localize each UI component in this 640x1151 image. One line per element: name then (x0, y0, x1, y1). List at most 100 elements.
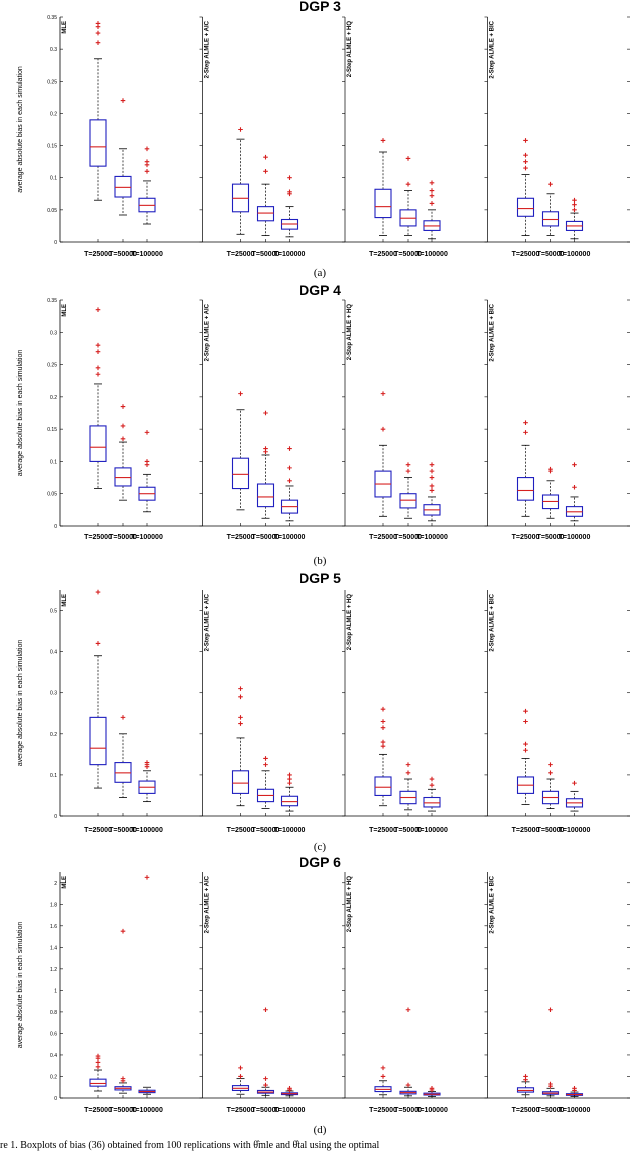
outlier-marker (120, 928, 126, 934)
box-iqr (89, 1078, 107, 1087)
x-tick-label: T=50000 (252, 534, 280, 541)
box-iqr (114, 467, 132, 487)
outlier-marker (380, 719, 386, 724)
x-tick-label: T=25000 (227, 1107, 255, 1114)
x-tick-label: T=100000 (559, 251, 591, 258)
x-tick-label: T=100000 (274, 534, 306, 541)
x-tick-label: T=100000 (274, 251, 306, 258)
panel-label: 2-Step ALMLE + BIC (490, 593, 496, 651)
outlier-marker (238, 1074, 243, 1079)
outlier-marker (523, 420, 528, 425)
outlier-marker (523, 741, 528, 747)
outlier-marker (405, 1007, 411, 1013)
outlier-marker (523, 159, 528, 164)
y-tick-label: 0 (54, 1096, 57, 1102)
outlier-marker (572, 1086, 577, 1091)
outlier-marker (95, 1060, 101, 1065)
outlier-marker (548, 466, 553, 472)
outlier-marker (380, 743, 386, 749)
x-tick-label: T=50000 (537, 534, 565, 541)
y-tick-label: 0.1 (50, 176, 57, 182)
outlier-marker (405, 762, 411, 767)
box-iqr (256, 483, 275, 508)
panel-label: MLE (62, 876, 68, 889)
outlier-marker (429, 468, 435, 474)
x-tick-label: T=100000 (559, 1107, 591, 1114)
x-tick-label: T=25000 (84, 827, 112, 834)
outlier-marker (548, 181, 553, 187)
outlier-marker (380, 739, 386, 745)
outlier-marker (95, 589, 101, 595)
x-tick-label: T=100000 (559, 534, 591, 541)
x-tick-label: T=25000 (369, 827, 397, 834)
outlier-marker (429, 776, 435, 782)
outlier-marker (380, 1074, 386, 1079)
chart-title: DGP 6 (299, 854, 341, 870)
outlier-marker (120, 436, 126, 442)
outlier-marker (429, 462, 435, 467)
outlier-marker (523, 165, 528, 171)
x-tick-label: T=25000 (512, 827, 540, 834)
x-tick-label: T=50000 (252, 251, 280, 258)
y-axis-label: average absolute bias in each simulation (17, 66, 24, 193)
x-tick-label: T=50000 (109, 534, 137, 541)
outlier-marker (523, 747, 528, 753)
outlier-marker (405, 770, 411, 776)
x-tick-label: T=25000 (227, 827, 255, 834)
y-tick-label: 0.3 (50, 691, 57, 697)
y-tick-label: 0 (54, 524, 57, 530)
y-tick-label: 0.3 (50, 47, 57, 53)
outlier-marker (429, 1086, 435, 1091)
panel-label: 2-Step ALMLE + AIC (205, 593, 211, 651)
outlier-marker (429, 180, 435, 186)
x-tick-label: T=100000 (274, 827, 306, 834)
outlier-marker (287, 1086, 292, 1091)
box-iqr (231, 770, 250, 794)
x-tick-label: T=25000 (84, 534, 112, 541)
outlier-marker (572, 462, 577, 467)
y-axis-label: average absolute bias in each simulation (17, 640, 24, 767)
outlier-marker (263, 154, 268, 160)
x-tick-label: T=100000 (416, 251, 448, 258)
y-tick-label: 0.1 (50, 773, 57, 779)
outlier-marker (95, 371, 101, 377)
outlier-marker (405, 156, 411, 161)
box-iqr (541, 211, 560, 227)
box-iqr (516, 477, 535, 501)
box-iqr (231, 457, 250, 490)
outlier-marker (120, 98, 126, 103)
outlier-marker (548, 770, 553, 776)
y-axis-label: average absolute bias in each simulation (17, 350, 24, 477)
y-tick-label: 0.1 (50, 459, 57, 465)
x-tick-label: T=100000 (416, 827, 448, 834)
x-tick-label: T=50000 (109, 1107, 137, 1114)
outlier-marker (238, 694, 243, 700)
outlier-marker (144, 430, 150, 435)
x-tick-label: T=100000 (559, 827, 591, 834)
panel-label: 2-Step ALMLE + BIC (490, 303, 496, 361)
y-tick-label: 1.8 (50, 902, 57, 908)
x-tick-label: T=25000 (227, 534, 255, 541)
outlier-marker (405, 468, 411, 474)
y-tick-label: 1.2 (50, 967, 57, 973)
box-iqr (516, 197, 535, 217)
outlier-marker (572, 202, 577, 208)
x-tick-label: T=100000 (131, 1107, 163, 1114)
y-tick-label: 0.05 (47, 492, 57, 498)
panel-label: 2-Step ALMLE + HQ (347, 876, 353, 933)
panel-label: 2-Step ALMLE + AIC (205, 303, 211, 361)
outlier-marker (380, 725, 386, 730)
outlier-marker (144, 875, 150, 880)
outlier-marker (429, 201, 435, 206)
y-tick-label: 1.4 (50, 945, 57, 951)
outlier-marker (287, 175, 292, 181)
outlier-marker (380, 706, 386, 712)
x-tick-label: T=50000 (537, 827, 565, 834)
panel-label: 2-Step ALMLE + HQ (347, 594, 353, 651)
chart-title: DGP 3 (299, 0, 341, 14)
y-tick-label: 0.25 (47, 79, 57, 85)
x-tick-label: T=50000 (394, 534, 422, 541)
x-tick-label: T=25000 (84, 1107, 112, 1114)
y-tick-label: 0.8 (50, 1010, 57, 1016)
